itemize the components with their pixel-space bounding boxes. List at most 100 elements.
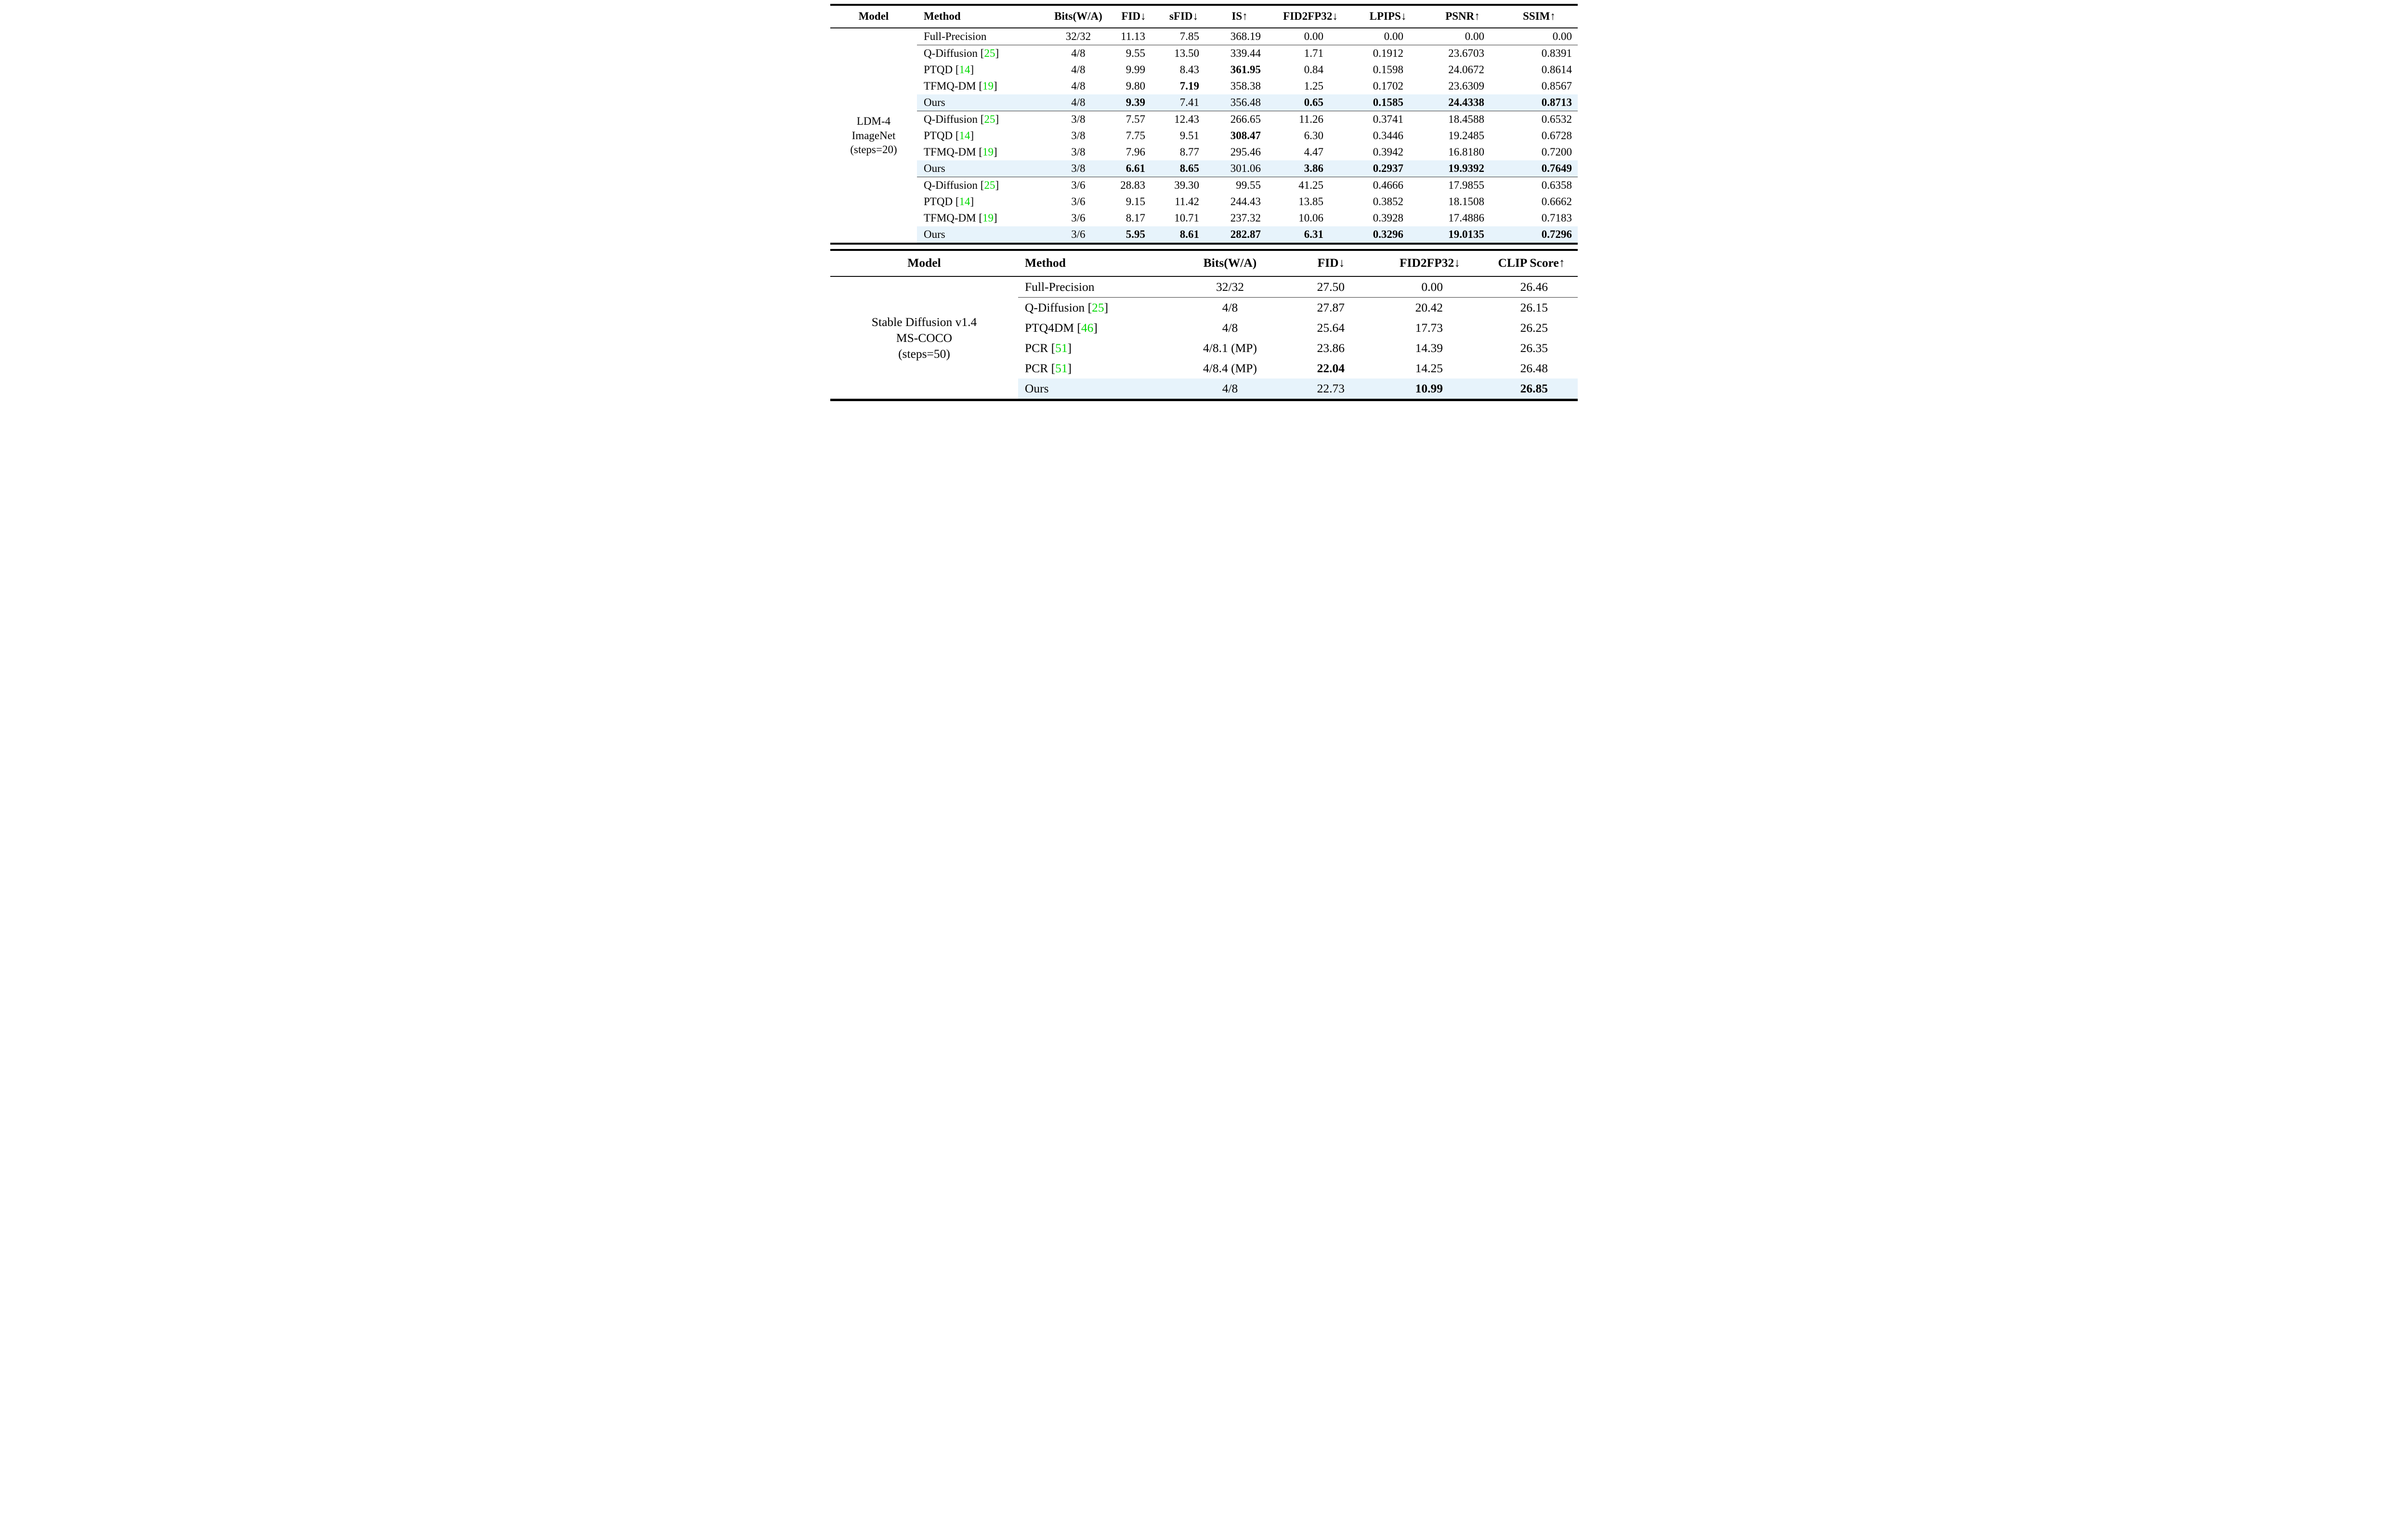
metric-value: 9.39 [1110,94,1158,111]
method-cell: PCR [51] [1018,358,1172,378]
method-name: PTQ4DM [1025,321,1074,335]
metric-value-text: 11.42 [1175,196,1199,208]
metric-value-text: 0.8614 [1541,64,1572,76]
method-cell: Full-Precision [1018,276,1172,298]
method-cell: Q-Diffusion [25] [917,45,1047,62]
metric-value-text: 7.75 [1125,130,1145,142]
method-row: PCR [51] 4/8.4 (MP) 22.04 14.25 26.48 [830,358,1578,378]
metric-value-text: 308.47 [1230,130,1261,142]
metric-value: 0.6532 [1501,111,1578,128]
metric-value-text: 0.84 [1304,64,1323,76]
metric-value-text: 8.77 [1179,146,1199,158]
metric-value: 6.61 [1110,160,1158,177]
metric-value-text: 0.8391 [1541,47,1572,59]
metric-value: 0.00 [1269,28,1351,45]
metric-value: 0.1912 [1351,45,1425,62]
bits-cell: 4/8.1 (MP) [1203,341,1257,355]
method-cell: Q-Diffusion [25] [917,111,1047,128]
metric-value: 28.83 [1110,177,1158,194]
metric-value-text: 26.35 [1520,341,1548,355]
metric-value: 17.73 [1374,318,1485,338]
metric-value-text: 295.46 [1230,146,1261,158]
metric-value-text: 0.00 [1421,280,1443,294]
bits-cell: 3/8 [1071,130,1086,142]
metric-value-text: 23.86 [1317,341,1345,355]
metric-value-text: 0.8713 [1541,96,1572,108]
metric-value: 0.2937 [1351,160,1425,177]
metric-value-text: 0.00 [1304,30,1323,42]
metric-value: 26.48 [1485,358,1578,378]
metric-value-text: 7.19 [1179,80,1199,92]
column-header: Bits(W/A) [1047,5,1110,28]
metric-value-text: 17.73 [1415,321,1443,335]
metric-value: 0.6358 [1501,177,1578,194]
metric-value-text: 10.71 [1174,212,1199,224]
metric-value: 17.4886 [1425,210,1501,226]
metric-value: 0.3852 [1351,194,1425,210]
method-row: Q-Diffusion [25] 3/6 28.83 39.30 99.55 41.25 0… [830,177,1578,194]
citation-bracket-open: [ [976,146,983,158]
metric-value: 7.96 [1110,144,1158,160]
method-name: PTQD [924,130,953,142]
metric-value-text: 26.15 [1520,300,1548,314]
metric-value: 22.04 [1288,358,1374,378]
bits-cell: 3/6 [1071,196,1086,208]
metric-value-text: 0.6532 [1541,113,1572,125]
metric-value: 23.6703 [1425,45,1501,62]
column-header: IS↑ [1210,5,1269,28]
citation-bracket-open: [ [976,212,983,224]
coco-table-header: Model Method Bits(W/A) FID↓ FID2FP32↓ CLIP Sc… [830,250,1578,277]
metric-value: 11.26 [1269,111,1351,128]
metric-value-text: 0.65 [1304,96,1323,108]
method-name: Q-Diffusion [924,179,978,191]
bits-cell: 4/8.4 (MP) [1203,361,1257,375]
column-header: FID2FP32↓ [1269,5,1351,28]
citation-bracket-open: [ [976,80,983,92]
metric-value: 0.8391 [1501,45,1578,62]
metric-value-text: 0.6728 [1541,130,1572,142]
metric-value-text: 0.3942 [1373,146,1403,158]
metric-value-text: 0.1598 [1373,64,1403,76]
metric-value: 7.57 [1110,111,1158,128]
metric-value-text: 11.13 [1121,30,1145,42]
citation-bracket-open: [ [978,179,984,191]
metric-value-text: 17.9855 [1448,179,1484,191]
metric-value: 358.38 [1210,78,1269,94]
column-header: Bits(W/A) [1172,250,1288,277]
metric-value-text: 16.8180 [1448,146,1484,158]
header-row: Model Method Bits(W/A) FID↓ sFID↓ IS↑ FID2FP32… [830,5,1578,28]
metric-value: 18.4588 [1425,111,1501,128]
citation-number: 19 [982,80,994,92]
metric-value: 0.00 [1374,276,1485,298]
method-name: Full-Precision [924,30,987,42]
metric-value: 99.55 [1210,177,1269,194]
imagenet-table-body: LDM-4 ImageNet (steps=20) Full-Precision 32/… [830,28,1578,244]
metric-value-text: 14.39 [1415,341,1443,355]
metric-value: 0.6728 [1501,128,1578,144]
metric-value-text: 356.48 [1230,96,1261,108]
citation-number: 51 [1055,361,1068,375]
column-header: Model [830,5,917,28]
method-row: TFMQ-DM [19] 4/8 9.80 7.19 358.38 1.25 0.1702 2… [830,78,1578,94]
metric-value: 237.32 [1210,210,1269,226]
metric-value: 0.1702 [1351,78,1425,94]
metric-value-text: 23.6703 [1448,47,1484,59]
metric-value: 3.86 [1269,160,1351,177]
metric-value-text: 0.3446 [1373,130,1403,142]
model-label-line: MS-COCO [896,330,953,345]
metric-value-text: 1.71 [1304,47,1323,59]
method-cell: Ours [917,94,1047,111]
coco-table-body: Stable Diffusion v1.4 MS-COCO (steps=50) Fu… [830,276,1578,400]
metric-value: 10.71 [1158,210,1210,226]
bits-cell: 4/8 [1172,378,1288,400]
metric-value: 356.48 [1210,94,1269,111]
metric-value-text: 0.2937 [1373,162,1403,174]
metric-value: 8.43 [1158,62,1210,78]
metric-value-text: 0.7296 [1541,228,1572,240]
coco-results-section: Model Method Bits(W/A) FID↓ FID2FP32↓ CLIP Sc… [830,249,1578,401]
metric-value-text: 24.4338 [1448,96,1484,108]
metric-value-text: 23.6309 [1448,80,1484,92]
method-name: Q-Diffusion [924,47,978,59]
metric-value: 13.50 [1158,45,1210,62]
metric-value-text: 10.06 [1298,212,1323,224]
